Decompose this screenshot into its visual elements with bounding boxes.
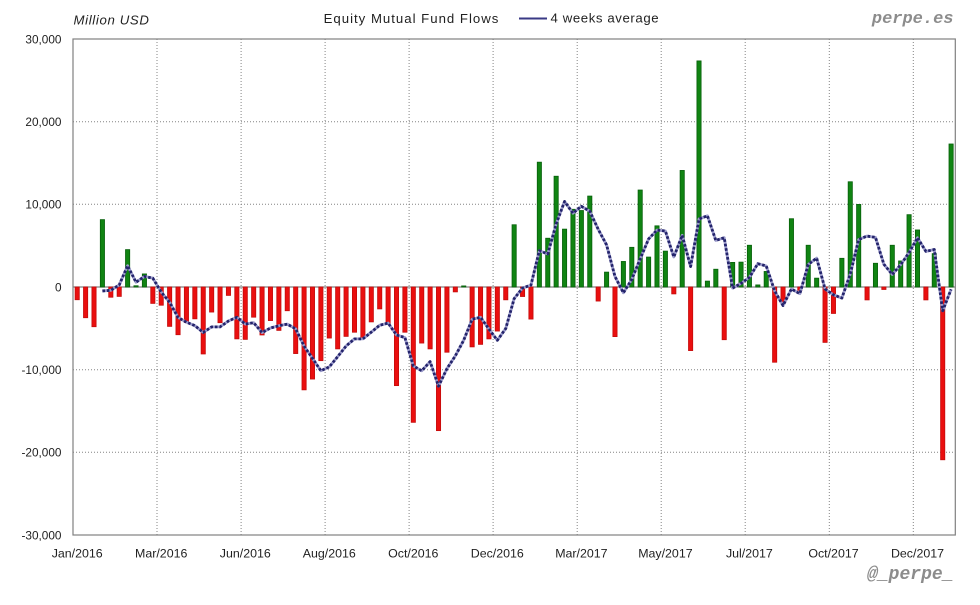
svg-text:Mar/2017: Mar/2017 bbox=[555, 547, 607, 561]
svg-text:0: 0 bbox=[55, 280, 62, 294]
svg-text:@_perpe_: @_perpe_ bbox=[867, 565, 953, 585]
svg-text:Aug/2016: Aug/2016 bbox=[303, 547, 356, 561]
svg-text:Oct/2016: Oct/2016 bbox=[388, 547, 438, 561]
svg-text:-10,000: -10,000 bbox=[21, 363, 61, 377]
svg-text:10,000: 10,000 bbox=[25, 198, 62, 212]
svg-text:Oct/2017: Oct/2017 bbox=[808, 547, 858, 561]
svg-text:Jan/2016: Jan/2016 bbox=[52, 547, 103, 561]
svg-text:-20,000: -20,000 bbox=[21, 446, 61, 460]
svg-text:30,000: 30,000 bbox=[25, 32, 62, 46]
svg-text:May/2017: May/2017 bbox=[638, 547, 693, 561]
svg-text:20,000: 20,000 bbox=[25, 115, 62, 129]
svg-text:Mar/2016: Mar/2016 bbox=[135, 547, 187, 561]
svg-text:4 weeks average: 4 weeks average bbox=[551, 11, 660, 26]
svg-text:Dec/2017: Dec/2017 bbox=[891, 547, 944, 561]
svg-text:perpe.es: perpe.es bbox=[871, 10, 954, 29]
svg-text:Equity Mutual Fund Flows: Equity Mutual Fund Flows bbox=[324, 11, 500, 26]
svg-text:-30,000: -30,000 bbox=[21, 528, 61, 542]
svg-text:Dec/2016: Dec/2016 bbox=[471, 547, 524, 561]
svg-text:Jun/2016: Jun/2016 bbox=[220, 547, 271, 561]
svg-text:Jul/2017: Jul/2017 bbox=[726, 547, 773, 561]
svg-text:Million USD: Million USD bbox=[74, 13, 150, 28]
